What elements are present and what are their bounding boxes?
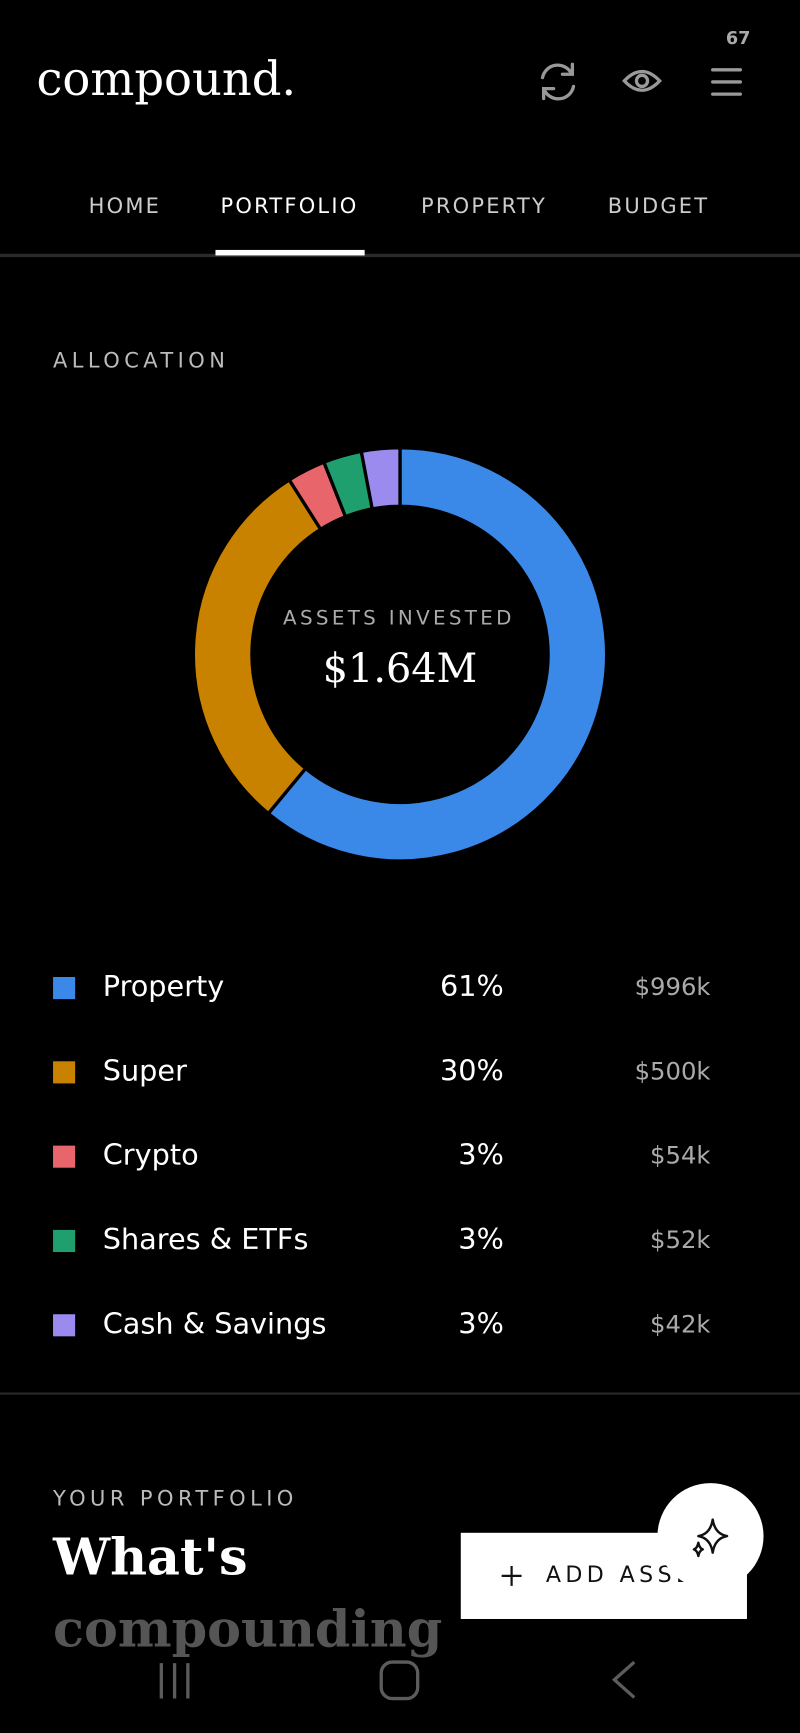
legend-name: Shares & ETFs xyxy=(103,1222,309,1256)
recent-apps[interactable] xyxy=(159,1663,190,1699)
home-button[interactable] xyxy=(379,1660,420,1701)
legend-swatch xyxy=(53,1314,76,1337)
legend-swatch xyxy=(53,1229,76,1253)
donut-slice xyxy=(265,446,609,863)
fab-bg[interactable] xyxy=(657,1483,764,1590)
back-button[interactable] xyxy=(611,1660,636,1699)
section-eyebrow: YOUR PORTFOLIO xyxy=(52,1487,298,1511)
donut-slice xyxy=(191,477,323,816)
legend-amount: $996k xyxy=(635,972,711,1001)
ai-fab[interactable] xyxy=(657,1483,764,1590)
section-title-cont: compounding xyxy=(53,1598,442,1658)
legend-row[interactable]: Crypto 3% $54k xyxy=(53,1138,710,1172)
legend-name: Crypto xyxy=(103,1138,199,1172)
legend-percent: 30% xyxy=(440,1053,504,1087)
legend-name: Property xyxy=(103,969,225,1003)
center-value: $1.64M xyxy=(323,646,478,692)
legend-row[interactable]: Shares & ETFs 3% $52k xyxy=(53,1222,710,1256)
logo: compound. xyxy=(36,52,296,106)
legend-row[interactable]: Cash & Savings 3% $42k xyxy=(53,1306,710,1340)
badge: 67 xyxy=(726,29,751,49)
legend-swatch xyxy=(53,976,76,1000)
center-label: ASSETS INVESTED xyxy=(283,606,515,629)
legend-percent: 3% xyxy=(458,1138,504,1172)
donut-slice xyxy=(359,446,402,511)
section-title: What's xyxy=(52,1527,248,1587)
legend-percent: 3% xyxy=(458,1306,504,1340)
tab[interactable]: PROPERTY xyxy=(421,194,547,218)
donut-chart xyxy=(191,446,609,863)
legend-row[interactable]: Property 61% $996k xyxy=(53,969,710,1003)
section-heading: ALLOCATION xyxy=(53,349,229,373)
legend-amount: $52k xyxy=(650,1225,710,1254)
tab[interactable]: HOME xyxy=(89,194,162,218)
tab-bar: HOME PORTFOLIO PROPERTY BUDGET xyxy=(89,194,710,218)
legend-swatch xyxy=(53,1145,76,1168)
legend-amount: $42k xyxy=(650,1309,710,1338)
menu-icon[interactable] xyxy=(711,68,742,96)
active-tab-indicator xyxy=(215,249,365,256)
legend-amount: $54k xyxy=(650,1141,710,1170)
legend: Property 61% $996k Super 30% $500k Crypto 3% $54… xyxy=(53,969,710,1340)
legend-amount: $500k xyxy=(635,1056,711,1085)
system-nav xyxy=(159,1660,636,1701)
eye-icon[interactable] xyxy=(622,69,662,92)
legend-percent: 61% xyxy=(440,969,504,1003)
legend-row[interactable]: Super 30% $500k xyxy=(53,1053,710,1087)
refresh-icon[interactable] xyxy=(540,62,576,101)
legend-percent: 3% xyxy=(458,1222,504,1256)
tab[interactable]: PORTFOLIO xyxy=(221,194,359,218)
legend-name: Super xyxy=(103,1053,187,1087)
tab[interactable]: BUDGET xyxy=(608,194,710,218)
sparkle-icon xyxy=(692,1518,729,1558)
plus-icon xyxy=(501,1565,522,1586)
legend-swatch xyxy=(53,1061,76,1084)
legend-name: Cash & Savings xyxy=(103,1306,327,1340)
